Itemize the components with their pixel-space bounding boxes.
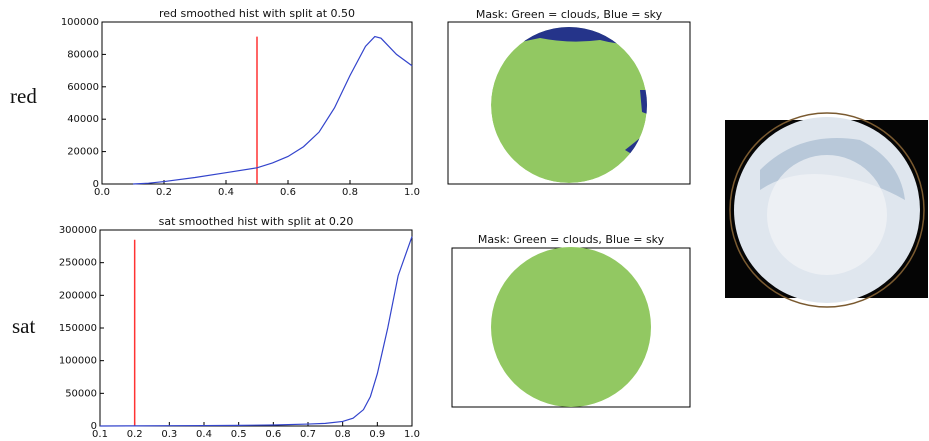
- y-tick-label: 60000: [67, 82, 99, 93]
- data-line: [99, 236, 413, 427]
- y-tick-label: 0: [91, 421, 97, 432]
- y-tick-label: 80000: [67, 49, 99, 60]
- sky-highlight: [767, 155, 887, 275]
- y-tick-label: 100000: [61, 17, 99, 28]
- row-label: sat: [12, 314, 35, 338]
- x-tick-label: 0.0: [94, 187, 110, 198]
- x-tick-label: 0.9: [369, 429, 385, 440]
- x-tick-label: 0.1: [92, 429, 108, 440]
- x-tick-label: 0.5: [231, 429, 247, 440]
- data-line: [132, 35, 413, 185]
- x-tick-label: 0.2: [156, 187, 172, 198]
- row-label: red: [10, 84, 37, 108]
- y-tick-label: 250000: [59, 258, 97, 269]
- mask-title: Mask: Green = clouds, Blue = sky: [478, 233, 665, 246]
- chart-title: red smoothed hist with split at 0.50: [159, 7, 355, 20]
- chart-title: sat smoothed hist with split at 0.20: [159, 215, 354, 228]
- x-tick-label: 0.2: [127, 429, 143, 440]
- mask-image: [491, 247, 651, 407]
- x-tick-label: 1.0: [404, 429, 420, 440]
- y-tick-label: 100000: [59, 356, 97, 367]
- x-tick-label: 1.0: [404, 187, 420, 198]
- y-tick-label: 0: [93, 179, 99, 190]
- y-tick-label: 150000: [59, 323, 97, 334]
- mask-title: Mask: Green = clouds, Blue = sky: [476, 8, 663, 21]
- y-tick-label: 40000: [67, 114, 99, 125]
- lens-ring: [729, 112, 925, 308]
- y-tick-label: 300000: [59, 225, 97, 236]
- x-tick-label: 0.6: [280, 187, 296, 198]
- x-tick-label: 0.3: [161, 429, 177, 440]
- y-tick-label: 50000: [65, 388, 97, 399]
- x-tick-label: 0.6: [265, 429, 281, 440]
- x-tick-label: 0.4: [196, 429, 212, 440]
- y-tick-label: 200000: [59, 290, 97, 301]
- x-tick-label: 0.8: [342, 187, 358, 198]
- x-tick-label: 0.7: [300, 429, 316, 440]
- plot-frame: [99, 229, 413, 427]
- x-tick-label: 0.8: [335, 429, 351, 440]
- x-tick-label: 0.4: [218, 187, 234, 198]
- y-tick-label: 20000: [67, 147, 99, 158]
